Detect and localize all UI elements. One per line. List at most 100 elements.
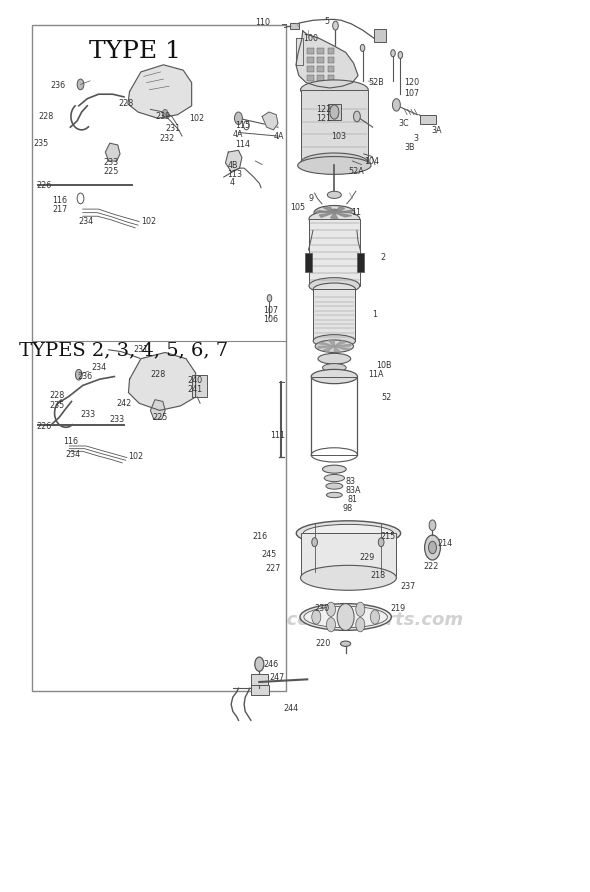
Circle shape: [76, 369, 82, 380]
Text: 233: 233: [103, 158, 118, 168]
Text: 240: 240: [188, 376, 203, 384]
Ellipse shape: [330, 209, 339, 216]
Polygon shape: [150, 400, 165, 419]
Bar: [420, 115, 436, 124]
Text: 244: 244: [284, 704, 299, 714]
Ellipse shape: [296, 521, 401, 546]
Text: 122: 122: [316, 105, 331, 114]
Bar: [300, 533, 396, 578]
Polygon shape: [335, 341, 346, 346]
Ellipse shape: [326, 483, 343, 489]
Circle shape: [360, 45, 365, 52]
Text: 218: 218: [371, 571, 386, 580]
Circle shape: [77, 79, 84, 90]
Polygon shape: [319, 212, 335, 218]
Text: 220: 220: [316, 640, 331, 648]
Text: 107: 107: [263, 306, 278, 315]
Text: 245: 245: [261, 550, 276, 559]
Text: 233: 233: [80, 410, 96, 419]
Ellipse shape: [340, 641, 350, 647]
Circle shape: [337, 604, 354, 631]
Text: 214: 214: [437, 540, 452, 549]
Polygon shape: [335, 207, 345, 212]
Text: 98: 98: [342, 504, 352, 513]
Bar: [305, 252, 312, 272]
Ellipse shape: [300, 153, 368, 172]
Bar: [290, 23, 299, 29]
Ellipse shape: [323, 465, 346, 473]
Polygon shape: [106, 144, 120, 161]
Text: 219: 219: [391, 604, 406, 613]
Bar: [327, 104, 341, 120]
Polygon shape: [296, 31, 358, 88]
Circle shape: [326, 617, 336, 632]
Text: 234: 234: [92, 363, 107, 372]
Polygon shape: [323, 346, 335, 352]
Text: 222: 222: [423, 562, 438, 571]
Text: 52A: 52A: [348, 167, 363, 177]
Ellipse shape: [313, 283, 356, 295]
Circle shape: [371, 610, 379, 624]
Ellipse shape: [303, 524, 394, 542]
Bar: [317, 57, 324, 63]
Ellipse shape: [324, 475, 345, 482]
Text: 83A: 83A: [346, 486, 361, 495]
Ellipse shape: [315, 340, 353, 352]
Text: 107: 107: [404, 89, 419, 98]
Text: 241: 241: [188, 384, 203, 393]
Text: 1: 1: [372, 310, 377, 318]
Text: 5: 5: [324, 17, 329, 26]
Bar: [307, 66, 314, 72]
Ellipse shape: [314, 205, 355, 219]
Ellipse shape: [309, 211, 360, 227]
Text: 239: 239: [155, 112, 171, 121]
Text: TYPE 1: TYPE 1: [89, 40, 181, 62]
Text: 230: 230: [314, 604, 329, 613]
Circle shape: [392, 99, 401, 112]
Polygon shape: [128, 65, 192, 119]
Polygon shape: [317, 346, 335, 349]
Circle shape: [378, 538, 384, 547]
Polygon shape: [296, 38, 303, 65]
Polygon shape: [335, 346, 350, 350]
Circle shape: [330, 105, 339, 120]
Polygon shape: [335, 346, 340, 352]
Text: 3A: 3A: [431, 127, 442, 136]
Text: 225: 225: [103, 167, 119, 177]
Text: 52B: 52B: [368, 78, 384, 87]
Bar: [313, 289, 356, 341]
Circle shape: [356, 617, 365, 632]
Polygon shape: [225, 151, 242, 171]
Text: 227: 227: [265, 564, 280, 573]
Text: 225: 225: [152, 413, 168, 422]
Text: 237: 237: [401, 582, 415, 591]
Text: 3B: 3B: [404, 143, 415, 153]
Polygon shape: [335, 212, 352, 217]
Ellipse shape: [327, 191, 342, 198]
Circle shape: [162, 110, 168, 119]
Ellipse shape: [311, 369, 358, 384]
Text: 231: 231: [133, 345, 149, 354]
Text: 228: 228: [150, 370, 166, 379]
Bar: [357, 252, 363, 272]
Text: 226: 226: [37, 181, 52, 190]
Text: 104: 104: [363, 156, 379, 166]
Polygon shape: [129, 352, 196, 410]
Text: 234: 234: [66, 450, 81, 459]
Polygon shape: [330, 212, 338, 219]
Bar: [307, 75, 314, 81]
Text: 4A: 4A: [233, 130, 243, 139]
Ellipse shape: [309, 277, 360, 293]
Text: 234: 234: [79, 217, 94, 226]
Ellipse shape: [300, 80, 368, 100]
Text: 2: 2: [381, 252, 386, 261]
Text: 110: 110: [255, 19, 270, 28]
Polygon shape: [335, 344, 351, 346]
Bar: [251, 685, 269, 696]
Bar: [307, 57, 314, 63]
Text: 116: 116: [53, 195, 67, 204]
Text: 228: 228: [49, 391, 64, 400]
Text: 120: 120: [404, 78, 419, 87]
Text: eReplacementParts.com: eReplacementParts.com: [218, 611, 464, 629]
Bar: [317, 48, 324, 54]
